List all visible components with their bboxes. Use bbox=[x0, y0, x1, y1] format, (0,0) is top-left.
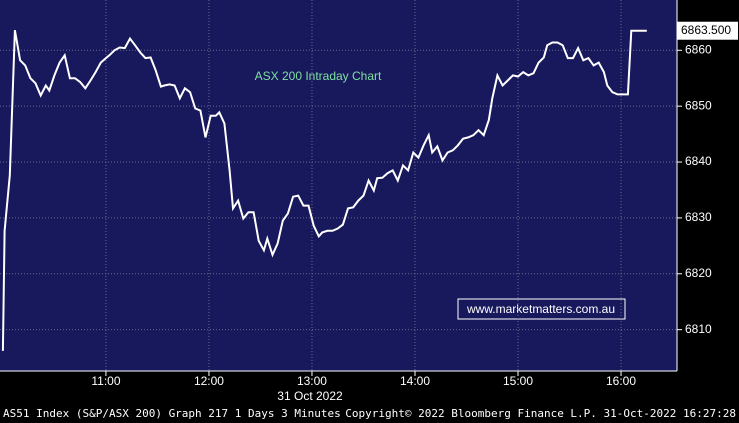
y-tick-label: 6820 bbox=[685, 266, 712, 280]
watermark-box bbox=[457, 298, 626, 320]
x-tick-label: 16:00 bbox=[606, 374, 636, 388]
x-tick-label: 13:00 bbox=[297, 374, 327, 388]
x-tick-label: 14:00 bbox=[400, 374, 430, 388]
x-tick-label: 15:00 bbox=[503, 374, 533, 388]
chart-title: ASX 200 Intraday Chart bbox=[255, 69, 382, 83]
y-tick-label: 6810 bbox=[685, 322, 712, 336]
y-tick-label: 6840 bbox=[685, 154, 712, 168]
watermark: www.marketmatters.com.au bbox=[466, 302, 615, 316]
footer-right: Copyright© 2022 Bloomberg Finance L.P. 3… bbox=[345, 407, 736, 420]
price-line bbox=[1, 29, 647, 351]
last-value-label: 6863.500 bbox=[681, 23, 731, 37]
x-tick-label: 12:00 bbox=[194, 374, 224, 388]
y-tick-label: 6830 bbox=[685, 210, 712, 224]
x-axis-label: 31 Oct 2022 bbox=[277, 389, 343, 403]
x-tick-label: 11:00 bbox=[91, 374, 120, 388]
footer-left: AS51 Index (S&P/ASX 200) Graph 217 1 Day… bbox=[3, 407, 341, 420]
last-value-box bbox=[677, 21, 738, 40]
y-tick-label: 6850 bbox=[685, 98, 712, 112]
y-tick-label: 6860 bbox=[685, 42, 712, 56]
